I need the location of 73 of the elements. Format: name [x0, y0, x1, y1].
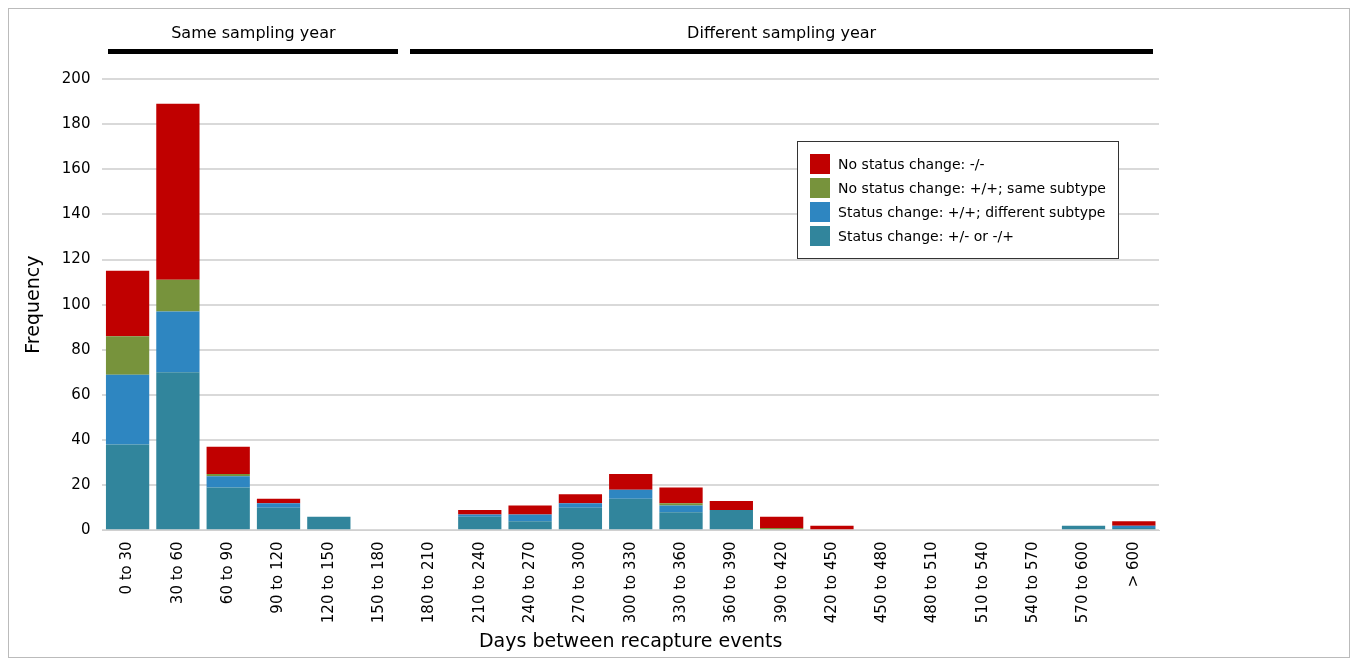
bar: [156, 311, 200, 373]
bar: [458, 510, 502, 515]
bar: [558, 494, 603, 504]
bar: [659, 505, 703, 513]
bar: [1112, 521, 1156, 526]
x-tick-label: 510 to 540: [972, 541, 991, 624]
bar: [659, 512, 703, 530]
bar: [558, 507, 603, 530]
y-tick-label: 180: [61, 114, 91, 133]
bar: [105, 374, 150, 445]
y-tick-label: 0: [80, 520, 91, 539]
bar: [458, 516, 502, 530]
bar: [558, 503, 603, 508]
bar: [156, 279, 200, 312]
x-tick-label: 90 to 120: [268, 541, 287, 614]
bar: [659, 503, 703, 506]
x-tick-label: 360 to 390: [721, 541, 740, 624]
y-axis-title: Frequency: [21, 255, 44, 354]
legend-label: Status change: +/+; different subtype: [838, 204, 1106, 220]
y-tick-label: 80: [71, 339, 91, 358]
y-tick-label: 200: [61, 68, 91, 87]
y-tick-label: 20: [71, 475, 91, 494]
y-tick-label: 140: [61, 204, 91, 223]
y-tick-label: 40: [71, 429, 91, 448]
x-tick-label: 30 to 60: [167, 541, 186, 605]
x-tick-label: 210 to 240: [469, 541, 488, 624]
x-tick-label: 450 to 480: [872, 541, 891, 624]
text: Same sampling year: [170, 23, 337, 42]
x-tick-label: 480 to 510: [922, 541, 941, 624]
bar: [105, 270, 150, 337]
bar: [609, 473, 653, 490]
bar: [105, 336, 150, 375]
x-tick-label: 0 to 30: [117, 541, 136, 595]
bar: [156, 103, 200, 280]
bar: [508, 505, 552, 515]
legend-label: Status change: +/- or -/+: [838, 228, 1015, 244]
text: Different sampling year: [686, 23, 878, 42]
x-tick-label: 540 to 570: [1023, 541, 1042, 624]
bar: [709, 510, 753, 530]
x-tick-label: 180 to 210: [419, 541, 438, 624]
bar: [307, 516, 351, 530]
x-tick-label: 570 to 600: [1073, 541, 1092, 624]
bar: [609, 489, 653, 499]
bar: [105, 444, 150, 530]
bar: [709, 501, 753, 511]
x-tick-label: 390 to 420: [771, 541, 790, 624]
x-tick-label: 300 to 330: [620, 541, 639, 624]
y-tick-label: 60: [71, 384, 91, 403]
x-tick-label: 150 to 180: [369, 541, 388, 624]
bar: [206, 487, 250, 530]
y-tick-label: 100: [61, 294, 91, 313]
x-tick-label: 270 to 300: [570, 541, 589, 624]
bar: [156, 372, 200, 530]
legend-label: No status change: +/+; same subtype: [838, 180, 1106, 196]
bar: [256, 503, 301, 508]
x-tick-label: > 600: [1123, 541, 1142, 588]
legend-label: No status change: -/-: [838, 156, 985, 172]
bar: [256, 507, 301, 530]
x-tick-label: 420 to 450: [821, 541, 840, 624]
y-tick-label: 120: [61, 249, 91, 268]
bar: [206, 446, 250, 474]
x-tick-label: 240 to 270: [519, 541, 538, 624]
bar: [206, 476, 250, 488]
bar: [760, 516, 804, 529]
x-axis-title: Days between recapture events: [478, 628, 783, 651]
bar: [508, 521, 552, 530]
x-tick-label: 60 to 90: [218, 541, 237, 605]
bar: [659, 487, 703, 504]
x-tick-label: 120 to 150: [318, 541, 337, 624]
bar: [508, 514, 552, 522]
y-tick-label: 160: [61, 159, 91, 178]
bar: [609, 498, 653, 530]
x-tick-label: 330 to 360: [670, 541, 689, 624]
